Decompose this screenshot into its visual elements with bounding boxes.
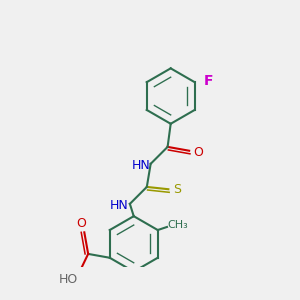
Text: F: F	[204, 74, 213, 88]
Text: HN: HN	[131, 159, 150, 172]
Text: O: O	[76, 217, 86, 230]
Text: HO: HO	[58, 273, 78, 286]
Text: CH₃: CH₃	[167, 220, 188, 230]
Text: O: O	[194, 146, 203, 159]
Text: HN: HN	[110, 199, 128, 212]
Text: S: S	[174, 183, 182, 196]
